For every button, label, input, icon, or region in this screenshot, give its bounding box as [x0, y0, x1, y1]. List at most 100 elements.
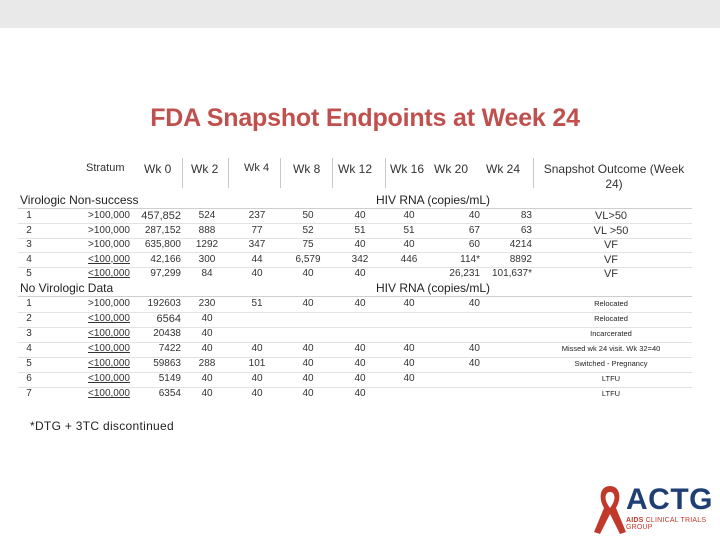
cell-wk0: 20438	[153, 328, 181, 339]
cell-num: 3	[26, 328, 32, 339]
section-label-no-virologic-data: No Virologic Data	[20, 281, 114, 295]
cell-wk4: 347	[248, 239, 266, 250]
cell-outcome: Missed wk 24 visit. Wk 32=40	[561, 344, 661, 353]
cell-num: 2	[26, 224, 32, 236]
cell-outcome: VF	[603, 239, 619, 251]
cell-outcome: VF	[603, 268, 619, 280]
cell-wk0: 6354	[158, 388, 181, 399]
cell-wk8: 40	[302, 358, 314, 369]
cell-wk2: 40	[201, 313, 213, 324]
cell-wk20: 60	[468, 239, 480, 250]
cell-stratum: <100,000	[88, 268, 130, 279]
cell-wk8: 52	[302, 224, 314, 236]
cell-wk24: 63	[520, 224, 532, 236]
cell-wk0: 5149	[158, 373, 181, 384]
cell-outcome: Relocated	[594, 314, 628, 323]
cell-wk12: 40	[354, 388, 366, 399]
cell-wk12: 40	[354, 358, 366, 369]
cell-wk8: 75	[302, 239, 314, 250]
cell-outcome: VL >50	[593, 224, 629, 237]
cell-wk12: 51	[354, 224, 366, 236]
header-stratum: Stratum	[86, 162, 125, 174]
cell-stratum: <100,000	[88, 358, 130, 369]
ribbon-icon	[594, 486, 626, 534]
cell-wk24: 4214	[509, 239, 532, 250]
cell-wk16: 40	[403, 343, 415, 354]
cell-num: 1	[26, 210, 32, 221]
cell-outcome: Relocated	[594, 299, 628, 308]
cell-wk2: 40	[201, 388, 213, 399]
hiv-rna-label-2: HIV RNA (copies/mL)	[376, 281, 491, 295]
cell-wk8: 6,579	[295, 253, 321, 265]
cell-outcome: Incarcerated	[590, 329, 632, 338]
cell-wk4: 77	[251, 224, 263, 236]
cell-wk0: 42,166	[150, 253, 181, 265]
cell-wk0: 6564	[156, 313, 181, 325]
cell-wk8: 50	[302, 210, 314, 221]
cell-wk2: 40	[201, 328, 213, 339]
cell-stratum: >100,000	[88, 210, 130, 221]
header-wk8: Wk 8	[293, 162, 321, 176]
cell-wk0: 59863	[153, 358, 181, 369]
cell-wk20: 40	[468, 358, 480, 369]
cell-outcome: LTFU	[601, 389, 621, 398]
cell-wk2: 524	[198, 210, 216, 221]
cell-num: 7	[26, 388, 32, 399]
cell-wk12: 40	[354, 298, 366, 309]
cell-wk2: 40	[201, 343, 213, 354]
cell-wk20: 114*	[460, 253, 480, 265]
cell-wk12: 342	[351, 253, 369, 265]
cell-wk2: 40	[201, 373, 213, 384]
cell-wk8: 40	[302, 388, 314, 399]
cell-num: 2	[26, 313, 32, 324]
cell-wk4: 237	[248, 210, 266, 221]
header-wk0: Wk 0	[144, 162, 172, 176]
cell-wk4: 51	[251, 298, 263, 309]
cell-outcome: VL>50	[594, 210, 628, 222]
cell-num: 4	[26, 343, 32, 354]
header-wk24: Wk 24	[486, 162, 521, 176]
cell-num: 5	[26, 268, 32, 279]
cell-num: 1	[26, 298, 32, 309]
cell-stratum: <100,000	[88, 373, 130, 384]
cell-wk12: 40	[354, 210, 366, 221]
header-wk16: Wk 16	[390, 162, 425, 176]
cell-wk20: 40	[468, 298, 480, 309]
cell-wk2: 230	[198, 298, 216, 309]
cell-wk2: 1292	[195, 239, 219, 250]
cell-stratum: <100,000	[88, 253, 130, 265]
cell-wk0: 97,299	[150, 268, 181, 279]
section-label-virologic-nonsuccess: Virologic Non-success	[20, 193, 139, 207]
cell-wk4: 44	[251, 253, 263, 265]
hiv-rna-label-1: HIV RNA (copies/mL)	[376, 193, 491, 207]
cell-wk12: 40	[354, 268, 366, 279]
cell-wk24: 101,637*	[491, 268, 532, 279]
cell-stratum: <100,000	[88, 388, 130, 399]
cell-outcome: LTFU	[601, 374, 621, 383]
cell-wk16: 40	[403, 239, 415, 250]
actg-logo: ACTG AIDS CLINICAL TRIALS GROUP	[590, 480, 720, 540]
cell-stratum: >100,000	[88, 224, 130, 236]
cell-num: 3	[26, 239, 32, 250]
cell-wk8: 40	[302, 343, 314, 354]
cell-wk0: 457,852	[141, 210, 181, 222]
cell-wk20: 26,231	[449, 268, 480, 279]
cell-wk16: 51	[403, 224, 415, 236]
cell-wk16: 40	[403, 210, 415, 221]
cell-stratum: <100,000	[88, 343, 130, 354]
cell-wk0: 192603	[147, 298, 181, 309]
cell-num: 6	[26, 373, 32, 384]
cell-num: 5	[26, 358, 32, 369]
cell-wk2: 300	[198, 253, 216, 265]
cell-wk4: 40	[251, 388, 263, 399]
footnote: *DTG + 3TC discontinued	[30, 419, 174, 433]
cell-wk16: 40	[403, 298, 415, 309]
cell-wk0: 635,800	[144, 239, 181, 250]
cell-wk4: 101	[248, 358, 266, 369]
cell-outcome: Switched - Pregnancy	[574, 359, 648, 368]
cell-wk24: 8892	[509, 253, 532, 265]
header-wk2: Wk 2	[191, 162, 219, 176]
cell-stratum: >100,000	[88, 298, 130, 309]
cell-stratum: >100,000	[88, 239, 130, 250]
cell-wk2: 84	[201, 268, 213, 279]
